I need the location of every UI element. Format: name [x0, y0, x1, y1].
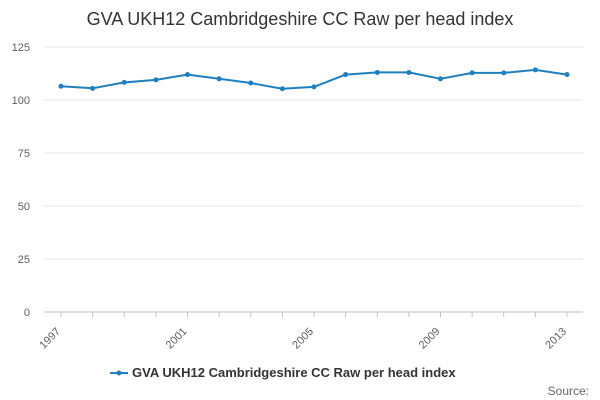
y-tick-label: 50 — [18, 201, 30, 213]
legend-marker-icon — [116, 370, 122, 376]
x-tick-label: 1997 — [37, 326, 63, 352]
x-tick-label: 2013 — [543, 326, 569, 352]
data-point[interactable] — [501, 70, 507, 76]
data-point[interactable] — [438, 76, 443, 82]
x-tick-label: 2001 — [164, 326, 190, 352]
x-tick-label: 2005 — [290, 326, 316, 352]
data-point[interactable] — [532, 67, 538, 73]
legend-label: GVA UKH12 Cambridgeshire CC Raw per head… — [132, 365, 456, 380]
y-tick-label: 125 — [12, 42, 30, 54]
data-point[interactable] — [121, 79, 127, 85]
data-point[interactable] — [90, 85, 96, 91]
data-point[interactable] — [216, 76, 222, 82]
source-label[interactable]: Source: — [548, 384, 589, 398]
x-tick-label: 2009 — [417, 326, 443, 352]
data-point[interactable] — [58, 83, 64, 89]
data-point[interactable] — [469, 70, 475, 76]
data-point[interactable] — [311, 84, 317, 90]
data-point[interactable] — [406, 69, 412, 75]
y-tick-label: 75 — [18, 148, 30, 160]
data-point[interactable] — [564, 72, 570, 78]
y-tick-label: 25 — [18, 254, 30, 266]
series-layer — [58, 67, 570, 92]
legend[interactable]: GVA UKH12 Cambridgeshire CC Raw per head… — [110, 365, 456, 380]
y-tick-label: 100 — [12, 95, 30, 107]
data-point[interactable] — [279, 86, 285, 92]
data-point[interactable] — [185, 72, 190, 78]
data-point[interactable] — [343, 72, 349, 78]
data-point[interactable] — [153, 77, 159, 83]
gridlines — [44, 46, 583, 313]
y-tick-label: 0 — [24, 307, 30, 319]
chart-title: GVA UKH12 Cambridgeshire CC Raw per head… — [87, 9, 514, 29]
data-point[interactable] — [374, 69, 380, 75]
data-point[interactable] — [248, 80, 254, 86]
